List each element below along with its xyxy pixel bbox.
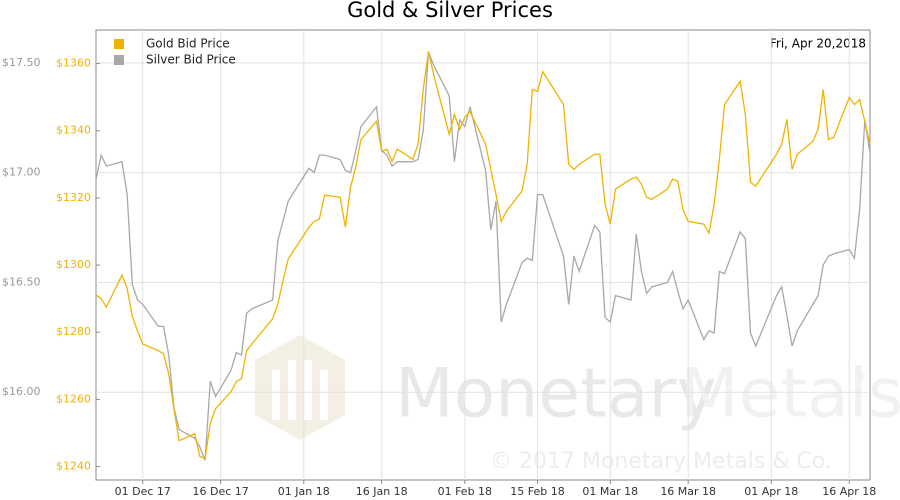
- y-tick-label: $1280: [56, 325, 91, 338]
- y-tick-label: $1340: [56, 124, 91, 137]
- x-tick-label: 16 Mar 18: [660, 485, 716, 498]
- x-tick-label: 15 Feb 18: [510, 485, 564, 498]
- x-tick-label: 01 Mar 18: [582, 485, 638, 498]
- y-tick-label: $1260: [56, 392, 91, 405]
- x-tick-label: 01 Feb 18: [438, 485, 492, 498]
- x-tick-label: 01 Jan 18: [278, 485, 330, 498]
- plot-frame: [95, 29, 871, 481]
- chart-title: Gold & Silver Prices: [347, 0, 553, 22]
- watermark-brand: Monetary: [395, 355, 717, 434]
- date-label: Fri, Apr 20,2018: [770, 37, 866, 51]
- y-tick-label: $1360: [56, 57, 91, 70]
- watermark-logo-bar: [288, 360, 296, 420]
- legend-label: Gold Bid Price: [146, 37, 230, 51]
- watermark: Monetary Metals ® © 2017 Monetary Metals…: [255, 335, 900, 474]
- legend-swatch: [114, 55, 124, 65]
- x-tick-label: 01 Dec 17: [115, 485, 171, 498]
- y2-tick-label: $16.50: [2, 275, 41, 288]
- x-tick-label: 16 Apr 18: [822, 485, 876, 498]
- y2-tick-label: $17.50: [2, 56, 41, 69]
- y-tick-label: $1300: [56, 258, 91, 271]
- series-line: [95, 51, 871, 461]
- x-tick-label: 16 Dec 17: [193, 485, 249, 498]
- watermark-logo-bar: [304, 360, 312, 420]
- y2-tick-label: $16.00: [2, 385, 41, 398]
- watermark-logo-bar: [320, 370, 328, 420]
- watermark-mark: ®: [856, 371, 868, 385]
- x-tick-label: 16 Jan 18: [356, 485, 408, 498]
- watermark-copyright: © 2017 Monetary Metals & Co.: [490, 449, 832, 474]
- y-tick-label: $1240: [56, 460, 91, 473]
- y-tick-label: $1320: [56, 191, 91, 204]
- watermark-logo: [255, 335, 345, 440]
- y2-tick-label: $17.00: [2, 166, 41, 179]
- watermark-logo-bar: [272, 370, 280, 420]
- series-line: [95, 51, 871, 460]
- x-tick-label: 01 Apr 18: [744, 485, 798, 498]
- legend-swatch: [114, 39, 124, 49]
- watermark-brand: Metals: [680, 355, 900, 434]
- legend-label: Silver Bid Price: [146, 53, 236, 67]
